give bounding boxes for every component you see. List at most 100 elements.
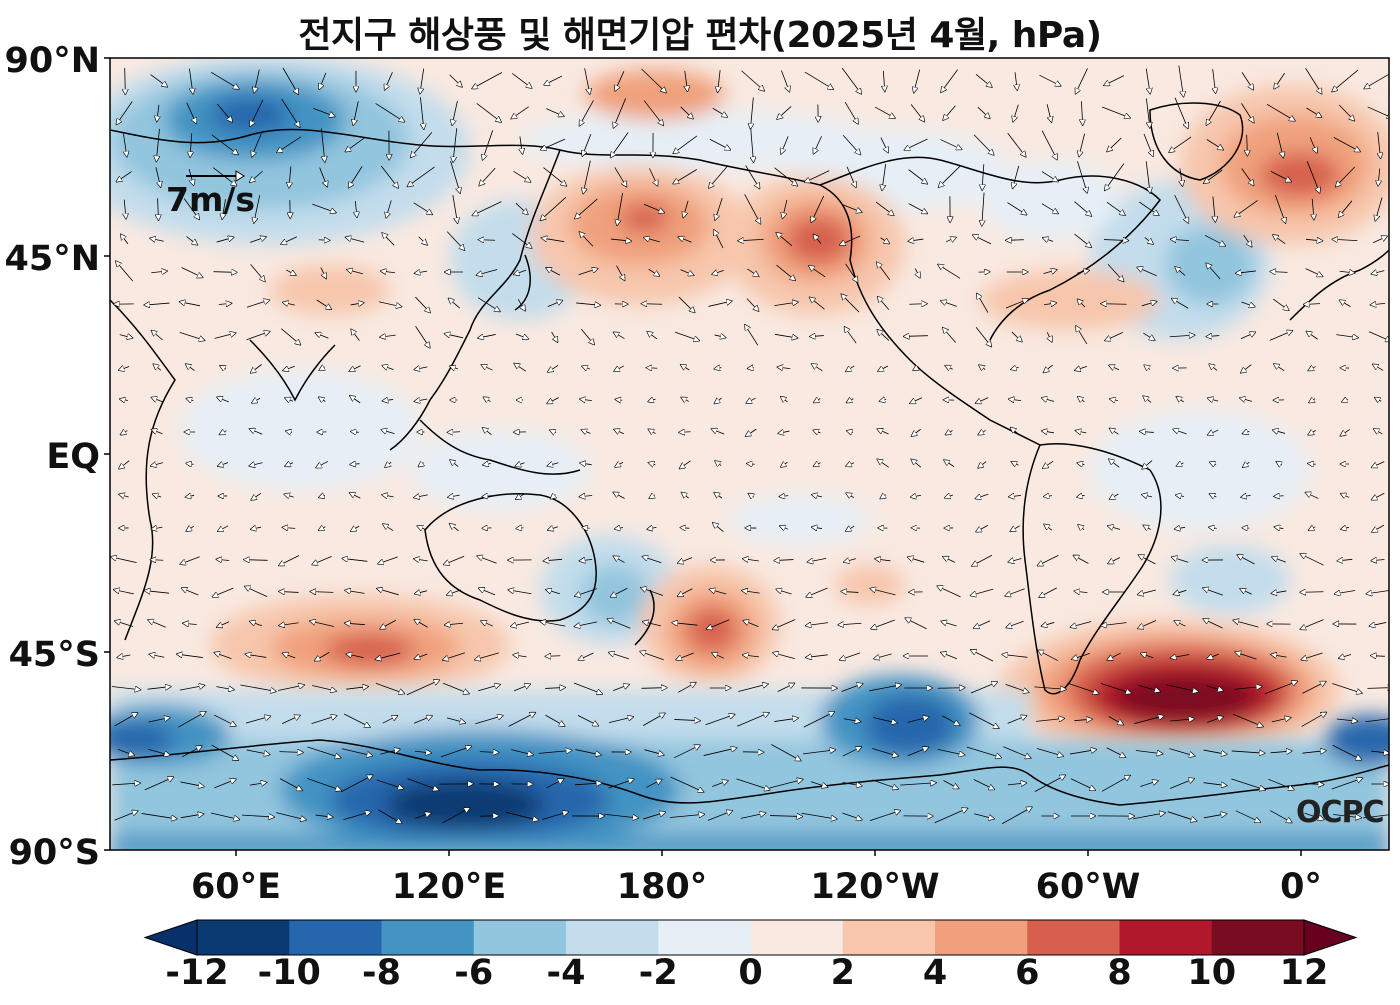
wind-vector — [1309, 137, 1316, 150]
wind-vector — [714, 430, 725, 435]
wind-vector — [1080, 463, 1085, 464]
wind-vector — [1301, 714, 1325, 727]
wind-vector — [1007, 717, 1025, 724]
wind-vector — [842, 652, 861, 659]
wind-vector — [1368, 331, 1389, 341]
wind-vector — [157, 128, 160, 159]
wind-vector — [703, 748, 735, 756]
wind-vector — [975, 236, 992, 245]
wind-vector — [549, 397, 559, 403]
wind-vector — [380, 556, 398, 563]
wind-vector — [615, 493, 625, 499]
wind-vector — [516, 365, 527, 372]
wind-vector — [281, 98, 299, 125]
wind-vector — [279, 136, 302, 151]
wind-vector — [1074, 201, 1089, 215]
wind-vector — [1012, 525, 1020, 530]
wind-vector — [582, 559, 593, 560]
wind-vector — [1332, 683, 1359, 693]
wind-vector — [387, 200, 392, 215]
wind-vector — [1341, 654, 1352, 657]
wind-vector — [781, 70, 788, 90]
wind-vector — [737, 714, 767, 727]
wind-vector — [1107, 264, 1122, 279]
wind-vector — [1337, 591, 1356, 594]
wind-vector — [285, 528, 296, 529]
wind-vector — [576, 303, 598, 305]
wind-vector — [222, 199, 225, 217]
wind-vector — [279, 752, 300, 753]
wind-vector — [937, 688, 963, 689]
colorbar-segment — [750, 920, 844, 955]
wind-vector — [416, 495, 428, 497]
wind-vector — [1205, 589, 1223, 596]
colorbar-tick-label: -6 — [454, 953, 493, 993]
wind-vector — [122, 236, 129, 245]
wind-vector — [1141, 302, 1155, 307]
wind-vector — [616, 333, 625, 339]
wind-vector — [705, 715, 733, 726]
wind-vector — [646, 238, 660, 243]
wind-vector — [872, 748, 896, 755]
wind-vector — [812, 336, 824, 337]
wind-vector — [1362, 814, 1389, 819]
wind-vector — [1334, 69, 1359, 90]
wind-vector — [1241, 72, 1252, 87]
wind-vector — [1008, 620, 1024, 627]
wind-vector — [479, 269, 498, 274]
wind-vector — [121, 367, 130, 370]
wind-vector — [882, 163, 887, 188]
wind-vector — [453, 100, 458, 123]
wind-vector — [584, 367, 590, 369]
wind-vector — [678, 652, 694, 659]
wind-vector — [842, 235, 861, 244]
wind-vector — [685, 70, 687, 89]
wind-vector — [479, 557, 497, 564]
wind-vector — [417, 399, 428, 401]
colorbar-frame — [196, 919, 1305, 956]
wind-vector — [1275, 431, 1286, 434]
wind-vector — [1305, 239, 1320, 240]
wind-vector — [848, 463, 854, 466]
wind-vector — [188, 495, 195, 496]
wind-vector — [1310, 464, 1316, 465]
wind-vector — [1106, 201, 1123, 214]
wind-vector — [416, 621, 428, 628]
wind-vector — [1036, 719, 1062, 722]
wind-vector — [1001, 808, 1030, 825]
wind-vector — [312, 685, 334, 690]
wind-vector — [476, 103, 499, 120]
wind-vector — [1304, 784, 1321, 785]
wind-vector — [346, 687, 366, 689]
wind-vector — [880, 237, 888, 243]
wind-vector — [975, 327, 990, 344]
wind-vector — [1178, 398, 1184, 402]
wind-vector — [1374, 271, 1385, 274]
wind-vectors — [112, 65, 1389, 825]
wind-vector — [122, 399, 128, 400]
wind-vector — [1331, 779, 1360, 790]
wind-vector — [584, 431, 591, 434]
wind-vector — [352, 464, 360, 465]
wind-vector — [481, 167, 496, 184]
wind-vector — [513, 170, 528, 180]
wind-vector — [1069, 750, 1094, 755]
wind-vector — [1143, 654, 1154, 658]
wind-vector — [718, 70, 720, 90]
wind-vector — [545, 688, 563, 689]
wind-vector — [1337, 166, 1355, 185]
wind-vector — [1273, 298, 1287, 309]
wind-vector — [900, 783, 933, 785]
wind-vector — [842, 783, 860, 786]
wind-vector — [1306, 304, 1320, 305]
wind-vector — [483, 366, 493, 371]
wind-vector — [976, 620, 991, 627]
wind-vector — [483, 130, 494, 157]
wind-vector — [1103, 240, 1126, 241]
wind-vector — [643, 100, 662, 124]
wind-vector — [1205, 620, 1223, 629]
wind-vector — [1040, 651, 1058, 661]
wind-vector — [1106, 75, 1125, 85]
wind-vector — [151, 271, 164, 272]
wind-vector — [709, 619, 730, 629]
